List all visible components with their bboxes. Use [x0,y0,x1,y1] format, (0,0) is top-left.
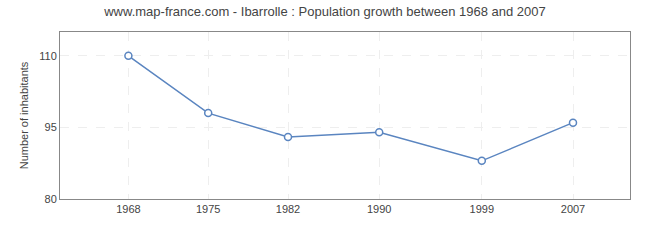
svg-text:www.map-france.com - Ibarrolle: www.map-france.com - Ibarrolle : Populat… [103,4,546,19]
svg-text:1982: 1982 [276,203,300,215]
svg-text:1975: 1975 [196,203,220,215]
svg-text:2007: 2007 [561,203,585,215]
svg-text:1968: 1968 [116,203,140,215]
svg-text:95: 95 [45,121,57,133]
svg-text:110: 110 [39,50,57,62]
svg-text:Number of inhabitants: Number of inhabitants [18,61,30,169]
svg-text:1990: 1990 [367,203,391,215]
svg-text:1999: 1999 [470,203,494,215]
svg-text:80: 80 [45,193,57,205]
